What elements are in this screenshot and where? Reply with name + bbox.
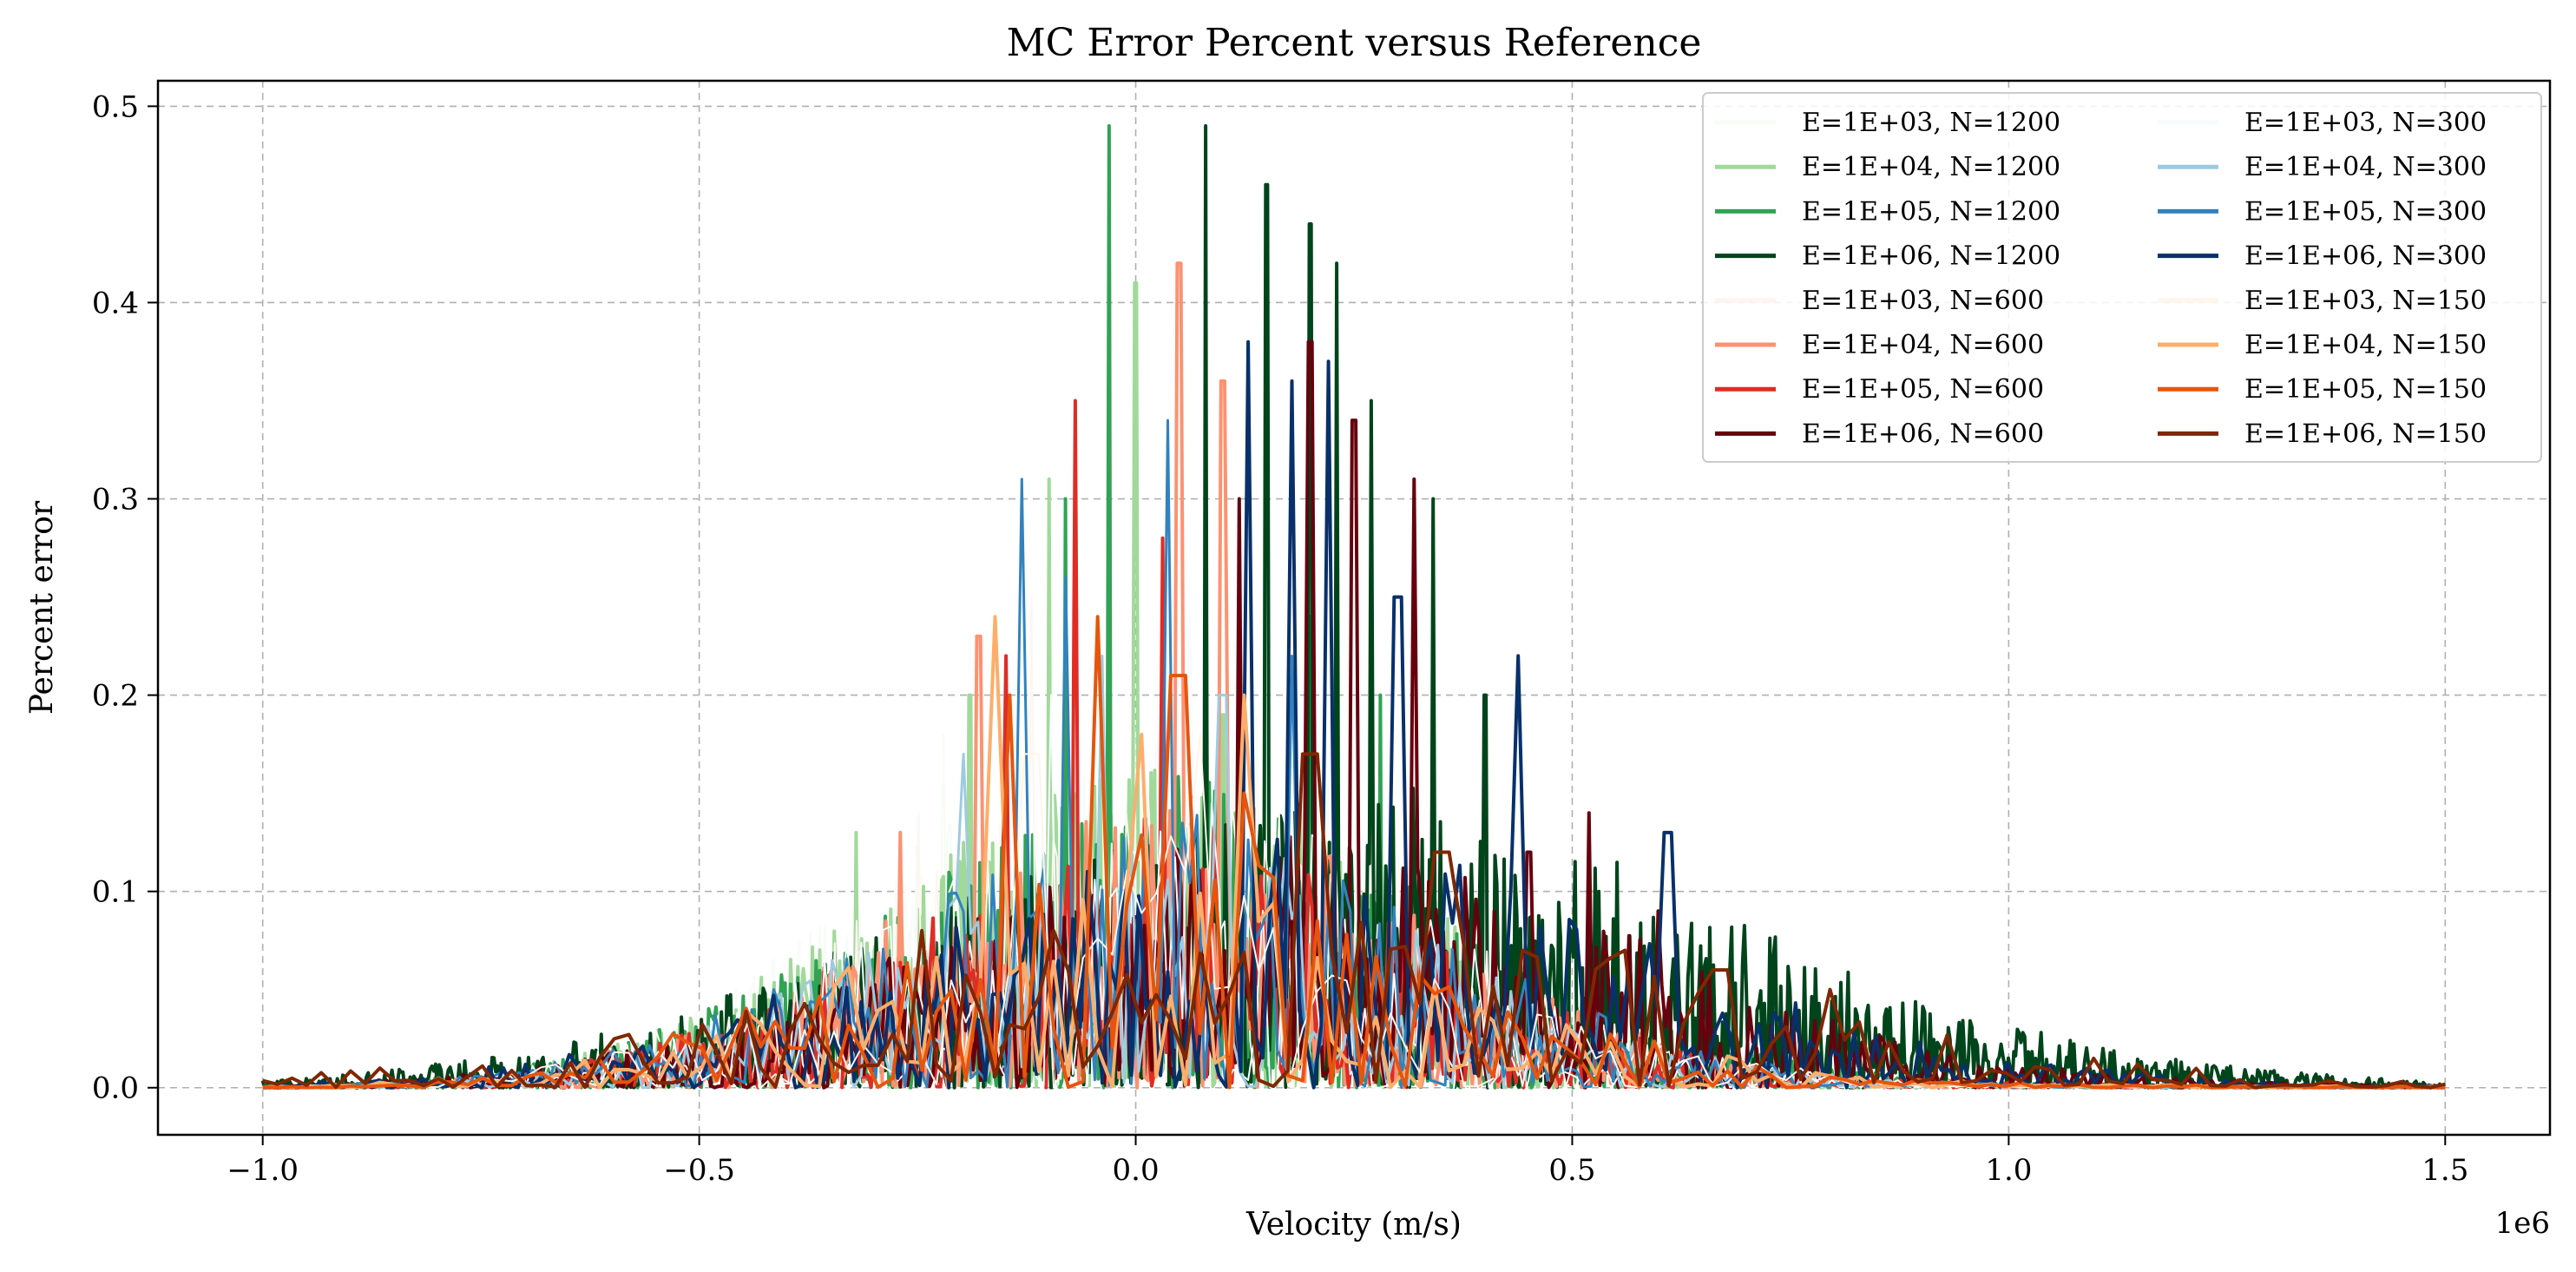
legend-box [1702, 92, 2542, 463]
x-tick-label: 1.0 [1985, 1153, 2032, 1188]
x-tick-label: −0.5 [663, 1153, 735, 1188]
legend-label: E=1E+06, N=150 [2244, 419, 2487, 449]
y-tick-label: 0.5 [92, 89, 139, 124]
series-line [262, 752, 2446, 1090]
legend-label: E=1E+06, N=300 [2244, 241, 2487, 272]
legend-label: E=1E+03, N=600 [1802, 286, 2044, 316]
series-line [262, 339, 2446, 1090]
y-tick-label: 0.3 [92, 483, 139, 517]
legend-label: E=1E+05, N=150 [2244, 374, 2487, 405]
x-tick-label: 0.5 [1548, 1153, 1595, 1188]
legend-label: E=1E+04, N=1200 [1802, 152, 2060, 182]
chart-title: MC Error Percent versus Reference [1007, 21, 1702, 65]
legend-label: E=1E+04, N=300 [2244, 152, 2487, 182]
legend-label: E=1E+06, N=600 [1802, 419, 2044, 449]
legend-label: E=1E+06, N=1200 [1802, 241, 2060, 272]
x-tick-label: 0.0 [1113, 1153, 1160, 1188]
x-offset-label: 1e6 [2495, 1206, 2550, 1241]
axes-frame [156, 79, 2552, 1137]
series-line [262, 615, 2446, 1090]
legend: E=1E+03, N=1200 E=1E+04, N=1200 E=1E+05, N… [1702, 92, 2542, 463]
y-tick-label: 0.4 [92, 286, 139, 320]
plot-area [260, 124, 2446, 1090]
legend-label: E=1E+03, N=1200 [1802, 108, 2060, 138]
x-axis-label: Velocity (m/s) [1245, 1207, 1462, 1242]
legend-label: E=1E+05, N=600 [1802, 374, 2044, 405]
legend-label: E=1E+04, N=150 [2244, 330, 2487, 360]
legend-label: E=1E+04, N=600 [1802, 330, 2044, 360]
legend-label: E=1E+03, N=150 [2244, 286, 2487, 316]
y-tick-label: 0.0 [92, 1071, 139, 1106]
legend-label: E=1E+05, N=1200 [1802, 196, 2060, 227]
legend-label: E=1E+05, N=300 [2244, 196, 2487, 227]
legend-label: E=1E+03, N=300 [2244, 108, 2487, 138]
y-tick-label: 0.1 [92, 875, 139, 910]
x-tick-label: 1.5 [2422, 1153, 2468, 1188]
axis-ticks: −1.0 −0.5 0.0 0.5 1.0 1.5 0.0 0.1 0.2 0.3 0.4 0.5 [92, 89, 2468, 1188]
x-tick-label: −1.0 [227, 1153, 299, 1188]
y-axis-label: Percent error [24, 500, 60, 715]
y-tick-label: 0.2 [92, 679, 139, 714]
